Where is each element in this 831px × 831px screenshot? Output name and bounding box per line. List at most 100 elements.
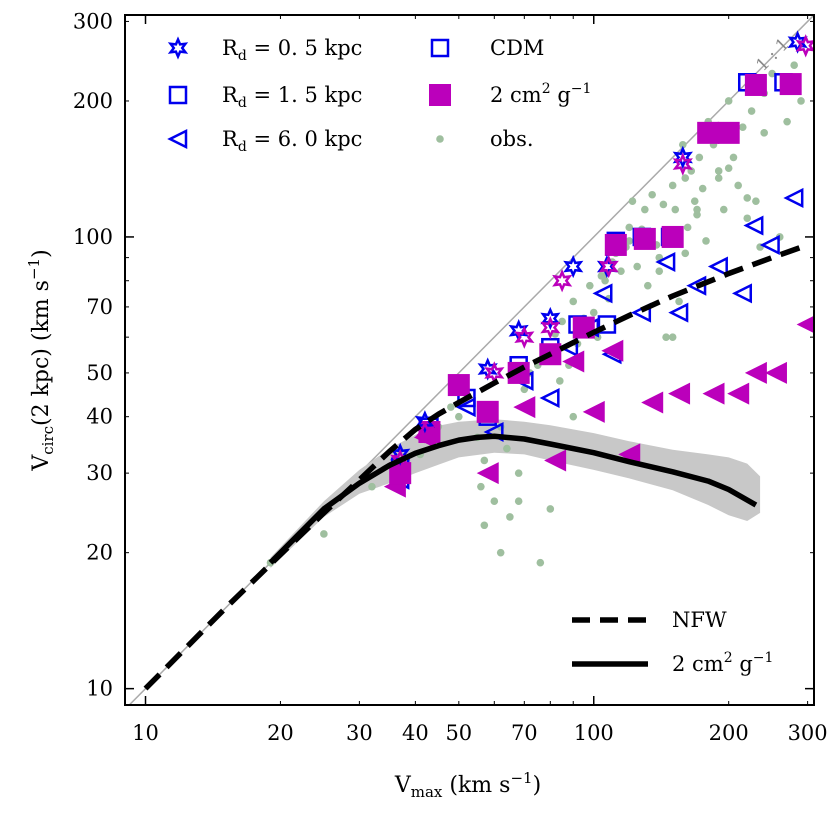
obs-point [633, 262, 641, 271]
obs-point [729, 153, 738, 162]
legend-symbol [167, 36, 189, 60]
legend-label-nfw: NFW [672, 608, 727, 632]
legend-entry-rd-6-0: Rd = 6. 0 kpc [167, 127, 362, 155]
data-point-square-filled [717, 121, 740, 144]
obs-point [503, 444, 511, 453]
obs-point [797, 97, 805, 105]
obs-point [480, 456, 489, 465]
legend-label-rd-6-0: Rd = 6. 0 kpc [222, 127, 362, 155]
obs-point [702, 237, 710, 245]
obs-point [678, 140, 687, 149]
data-point-triangle-filled [727, 382, 750, 405]
legend-marker-open-triangle [167, 128, 188, 150]
obs-point [681, 174, 690, 182]
data-point-triangle-open [731, 283, 753, 304]
plot-frame [124, 14, 815, 706]
obs-point [490, 497, 499, 506]
data-point-triangle-open [743, 215, 764, 236]
obs-point [447, 403, 455, 411]
obs-point [455, 412, 463, 421]
y-tick-label: 200 [73, 89, 113, 113]
data-point-triangle-filled [668, 382, 691, 405]
data-point-triangle-filled [744, 361, 767, 384]
obs-point [668, 181, 677, 190]
obs-point [586, 281, 594, 290]
x-tick-label: 300 [788, 721, 828, 745]
data-point-square-filled [779, 73, 802, 96]
data-point-triangle-filled [476, 462, 499, 485]
legend-markers: Rd = 0. 5 kpc Rd = 1. 5 kpc Rd = 6. 0 kp… [167, 36, 591, 155]
legend-symbol [436, 135, 444, 143]
data-point-star [552, 269, 573, 293]
data-point-star [540, 306, 561, 331]
data-point-triangle-filled [582, 400, 605, 423]
data-point-triangle-open [668, 302, 689, 323]
data-point-triangle-filled [764, 361, 787, 384]
obs-point [790, 61, 798, 70]
obs-point [760, 129, 768, 137]
obs-point [625, 223, 634, 232]
obs-point [625, 237, 634, 245]
x-tick-label: 100 [574, 721, 614, 745]
legend-entry-sidm: 2 cm2 g−1 [429, 81, 591, 107]
obs-point [480, 521, 489, 530]
legend-entry-nfw: NFW [572, 608, 727, 632]
obs-point [536, 558, 545, 567]
y-tick-label: 50 [86, 361, 113, 385]
obs-point [659, 200, 668, 209]
y-tick-label: 20 [86, 541, 113, 565]
obs-point [643, 281, 652, 290]
obs-point [683, 223, 692, 232]
legend-entry-obs: obs. [436, 127, 534, 151]
obs-point [546, 505, 555, 513]
obs-point [320, 530, 328, 538]
data-point-triangle-filled [641, 391, 664, 414]
x-tick-label: 70 [511, 721, 538, 745]
legend-symbol [167, 128, 188, 150]
obs-point [714, 174, 723, 182]
obs-point [738, 123, 747, 131]
obs-point [514, 469, 523, 477]
legend-label-rd-0-5: Rd = 0. 5 kpc [222, 36, 362, 64]
legend-label-rd-1-5: Rd = 1. 5 kpc [222, 83, 362, 111]
x-tick-label: 40 [402, 721, 429, 745]
data-point-star [672, 152, 693, 176]
obs-point [768, 69, 776, 78]
obs-point [698, 184, 707, 193]
legend-entry-cdm: CDM [430, 36, 544, 60]
data-point-square-filled [604, 233, 627, 256]
data-point-triangle-filled [796, 315, 814, 334]
obs-point [589, 308, 598, 317]
data-point-star [598, 254, 619, 279]
data-point-triangle-filled [513, 396, 536, 419]
axes-layer: 10 20 30 40 50 70 100 200 300 10 20 30 40 50 70 100 200 3… [73, 9, 828, 745]
legend-marker-filled-square [429, 84, 451, 106]
y-tick-label: 40 [86, 405, 113, 429]
obs-point [695, 153, 704, 162]
data-point-square-filled [476, 400, 499, 423]
legend-lines: NFW 2 cm2 g−1 [572, 608, 773, 676]
y-tick-label: 70 [86, 295, 113, 319]
legend-label-obs: obs. [490, 127, 534, 151]
obs-point [617, 267, 625, 275]
obs-point [734, 181, 742, 190]
y-tick-label: 100 [73, 225, 113, 249]
legend-symbol [429, 84, 451, 106]
obs-point [368, 482, 376, 491]
obs-point [675, 297, 683, 306]
obs-point [569, 297, 578, 306]
obs-point [628, 197, 637, 205]
obs-point [752, 197, 760, 205]
data-point-triangle-filled [601, 339, 624, 362]
obs-point [681, 249, 690, 258]
data-point-square-filled [697, 121, 720, 144]
data-point-triangle-open [592, 283, 613, 304]
data-point-square-filled [661, 225, 684, 248]
obs-point [693, 205, 701, 214]
data-point-triangle-open [655, 252, 676, 273]
obs-point [690, 197, 699, 205]
obs-point [648, 190, 656, 199]
x-tick-label: 200 [709, 721, 749, 745]
obs-point [671, 205, 680, 214]
y-tick-label: 30 [86, 461, 113, 485]
